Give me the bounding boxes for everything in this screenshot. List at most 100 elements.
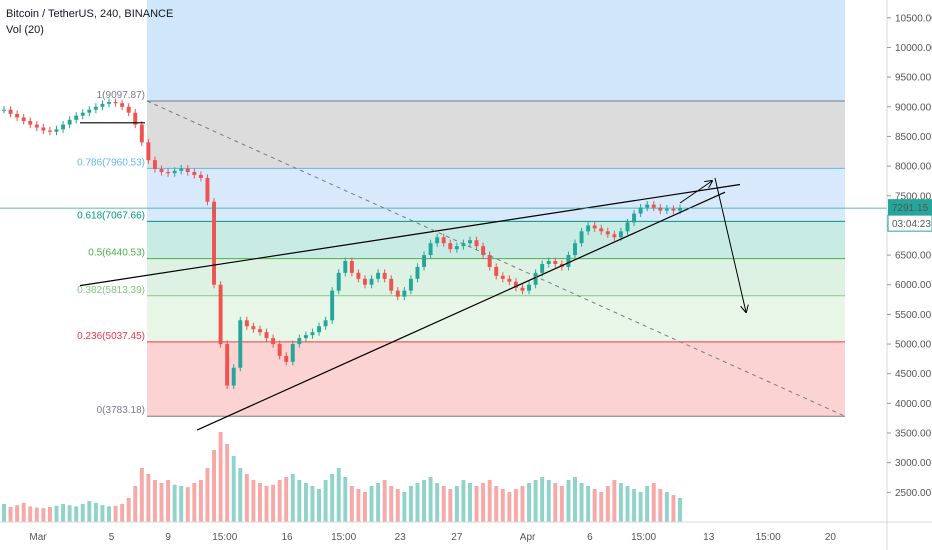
volume-bar [330, 474, 335, 522]
candle-body [533, 272, 538, 285]
volume-bar [257, 483, 262, 522]
volume-bar [152, 480, 157, 522]
candle-body [185, 168, 190, 173]
volume-bar [54, 505, 59, 522]
volume-bar [264, 486, 269, 522]
candle-body [113, 102, 118, 104]
volume-bar [133, 486, 138, 522]
candle-body [487, 255, 492, 267]
volume-bar [93, 502, 98, 522]
volume-bar [376, 483, 381, 522]
candle-body [566, 255, 571, 267]
candle-body [638, 207, 643, 214]
candle-body [231, 367, 236, 386]
volume-bar [474, 486, 479, 522]
x-tick-label: 16 [281, 532, 293, 543]
countdown-box [887, 214, 932, 232]
volume-bar [317, 489, 321, 522]
volume-bar [566, 480, 571, 522]
x-tick-label: 5 [109, 532, 115, 543]
fib-label-0.5: 0.5(6440.53) [88, 248, 145, 259]
wedge-lower-line[interactable] [196, 191, 726, 431]
volume-bar [205, 468, 210, 522]
volume-bar [513, 489, 518, 522]
candle-body [376, 272, 381, 279]
volume-bar [166, 480, 171, 522]
candle-body [435, 237, 440, 244]
candle-body [28, 121, 33, 125]
fib-zone-0 [147, 100, 845, 169]
candle-body [448, 243, 453, 250]
candle-body [454, 246, 459, 250]
volume-bar [310, 486, 315, 522]
volume-bar [126, 498, 131, 522]
candle-body [303, 335, 308, 339]
candle-body [363, 278, 367, 285]
fib-zone-1 [147, 168, 845, 222]
volume-bar [402, 492, 407, 522]
fib-label-0: 0(3783.18) [97, 405, 145, 416]
candle-body [159, 169, 164, 173]
fib-zone-2 [147, 221, 845, 259]
candle-body [284, 355, 289, 362]
volume-bar [251, 480, 256, 522]
volume-bar [212, 450, 216, 522]
candle-body [494, 266, 499, 276]
countdown-value: 03:04:23 [892, 219, 931, 230]
volume-bar [159, 483, 164, 522]
candle-body [422, 255, 427, 267]
volume-bar [297, 480, 302, 522]
candle-body [474, 240, 479, 247]
volume-bar [107, 506, 111, 522]
volume-bar [61, 504, 66, 522]
volume-bar [277, 480, 282, 522]
volume-bar [382, 480, 387, 522]
candle-body [133, 112, 138, 125]
candle-body [41, 127, 46, 131]
y-tick-label: 5500.00 [895, 310, 932, 321]
volume-bar [540, 477, 545, 522]
fib-label-0.618: 0.618(7067.66) [77, 210, 145, 221]
y-tick-label: 3500.00 [895, 429, 932, 440]
candle-body [297, 338, 302, 345]
candle-body [592, 225, 597, 229]
volume-bar [356, 489, 361, 522]
chart-header: Bitcoin / TetherUS, 240, BINANCE Vol (20… [6, 6, 173, 38]
y-tick-label: 7500.00 [895, 191, 932, 202]
volume-bar [363, 492, 367, 522]
x-tick-label: 13 [703, 532, 715, 543]
candle-body [402, 290, 407, 297]
volume-bar [343, 477, 348, 522]
wedge-upper-line[interactable] [79, 183, 741, 287]
x-tick-label: 15:00 [756, 532, 781, 543]
candle-body [481, 246, 486, 256]
symbol-title[interactable]: Bitcoin / TetherUS, 240, BINANCE [6, 8, 174, 20]
candle-body [54, 129, 59, 132]
arrow-down[interactable] [714, 177, 746, 312]
candle-body [540, 263, 545, 273]
candle-body [257, 329, 262, 333]
arrow-up[interactable] [679, 181, 712, 204]
candle-body [632, 213, 637, 223]
candle-body [395, 290, 400, 297]
volume-indicator-label[interactable]: Vol (20) [6, 24, 44, 36]
volume-bar [100, 505, 105, 522]
volume-bar [612, 480, 617, 522]
volume-bar [441, 486, 446, 522]
candle-body [330, 290, 335, 321]
candle-body [67, 119, 72, 125]
candle-body [8, 109, 13, 114]
volume-bar [592, 489, 597, 522]
volume-bar [290, 474, 295, 522]
candle-body [408, 278, 413, 291]
volume-bar [664, 492, 669, 522]
fib-label-0.382: 0.382(5813.39) [77, 285, 145, 296]
candle-body [317, 326, 321, 333]
y-tick-label: 6500.00 [895, 251, 932, 262]
candle-body [218, 284, 223, 345]
volume-bar [34, 507, 39, 522]
volume-bar [244, 474, 249, 522]
volume-bar [573, 477, 577, 522]
volume-bar [21, 502, 26, 522]
